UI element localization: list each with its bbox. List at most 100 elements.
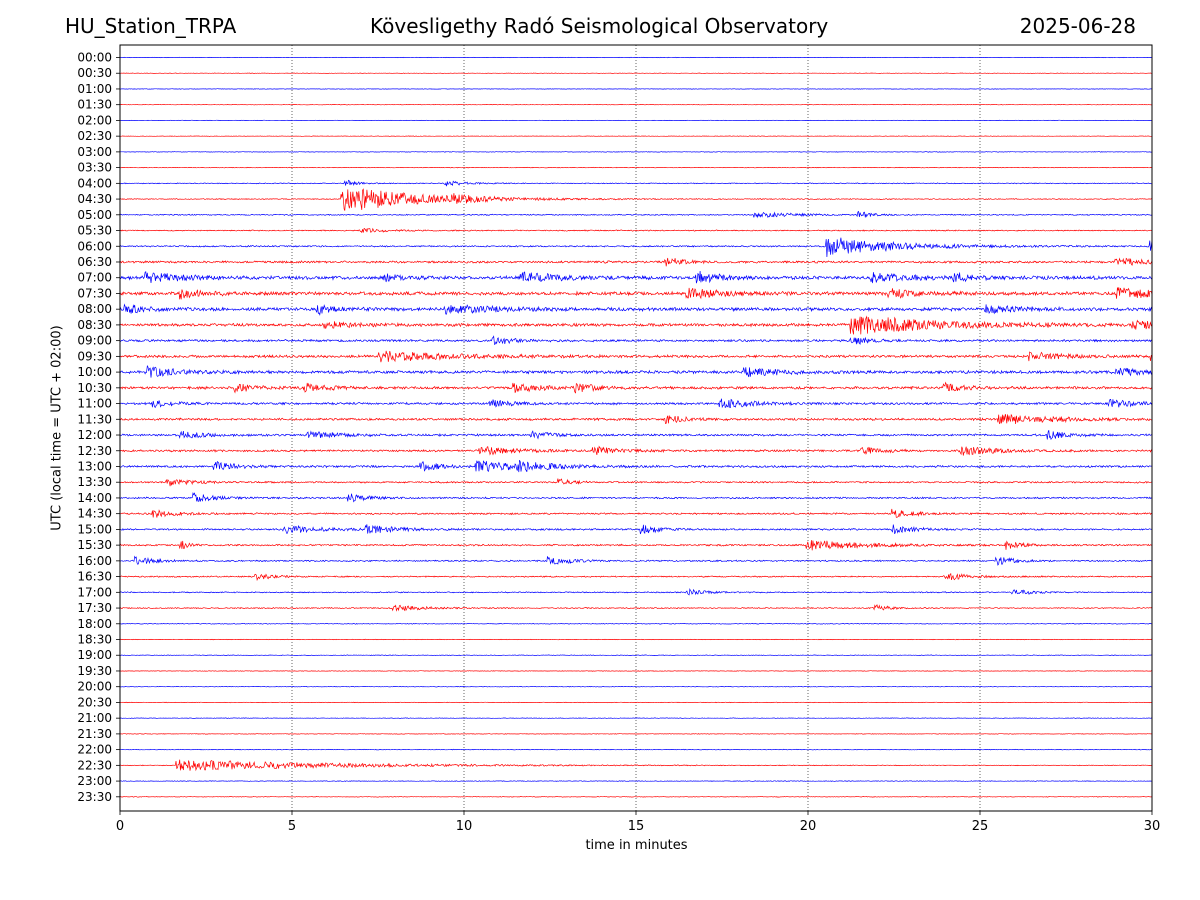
x-tick-label: 20 — [800, 819, 817, 834]
y-tick-label: 12:30 — [77, 444, 112, 458]
y-tick-label: 19:00 — [77, 648, 112, 662]
trace-1330 — [119, 478, 1152, 487]
observatory-title: Kövesligethy Radó Seismological Observat… — [370, 14, 829, 38]
x-tick-label: 0 — [116, 819, 124, 834]
y-tick-label: 06:00 — [77, 239, 112, 253]
trace-1000 — [119, 365, 1153, 378]
y-tick-label: 18:30 — [77, 633, 112, 647]
trace-1200 — [119, 430, 1153, 441]
trace-1530 — [119, 540, 1153, 551]
trace-0600 — [119, 237, 1153, 258]
y-tick-label: 23:30 — [77, 790, 112, 804]
y-tick-label: 22:00 — [77, 743, 112, 757]
trace-2330 — [120, 796, 1153, 798]
y-tick-label: 17:00 — [77, 585, 112, 599]
trace-1500 — [120, 524, 1153, 535]
x-tick-label: 30 — [1144, 819, 1161, 834]
y-tick-label: 09:00 — [77, 334, 112, 348]
y-tick-label: 00:00 — [77, 51, 112, 65]
trace-1300 — [119, 460, 1153, 473]
y-tick-label: 08:00 — [77, 302, 112, 316]
trace-0200 — [120, 119, 1153, 122]
trace-0430 — [119, 188, 1153, 211]
trace-0700 — [119, 270, 1153, 284]
y-tick-label: 10:00 — [77, 365, 112, 379]
trace-1400 — [119, 492, 1153, 503]
y-tick-label: 05:30 — [77, 224, 112, 238]
y-tick-label: 05:00 — [77, 208, 112, 222]
y-tick-label: 17:30 — [77, 601, 112, 615]
trace-1730 — [119, 604, 1153, 612]
trace-2200 — [120, 748, 1153, 751]
station-name: HU_Station_TRPA — [65, 14, 237, 38]
trace-1230 — [119, 445, 1153, 456]
y-tick-label: 00:30 — [77, 66, 112, 80]
y-tick-label: 23:00 — [77, 774, 112, 788]
y-tick-label: 18:00 — [77, 617, 112, 631]
y-tick-label: 13:00 — [77, 459, 112, 473]
y-tick-label: 03:00 — [77, 145, 112, 159]
y-tick-label: 21:30 — [77, 727, 112, 741]
y-tick-label: 20:30 — [77, 695, 112, 709]
trace-0030 — [119, 72, 1152, 74]
trace-1430 — [119, 508, 1153, 518]
trace-1800 — [119, 622, 1153, 625]
trace-1030 — [119, 381, 1153, 394]
x-tick-label: 10 — [456, 819, 473, 834]
trace-2130 — [119, 733, 1152, 735]
y-tick-label: 01:30 — [77, 98, 112, 112]
y-tick-label: 16:00 — [77, 554, 112, 568]
trace-0130 — [119, 104, 1152, 106]
trace-1830 — [119, 638, 1153, 641]
y-tick-label: 16:30 — [77, 570, 112, 584]
trace-2030 — [120, 701, 1153, 704]
trace-1100 — [119, 398, 1153, 409]
trace-1700 — [119, 587, 1153, 596]
trace-1630 — [119, 572, 1152, 582]
record-date: 2025-06-28 — [1019, 14, 1136, 38]
x-tick-label: 5 — [288, 819, 296, 834]
trace-0400 — [119, 179, 1153, 187]
y-tick-label: 07:00 — [77, 271, 112, 285]
y-tick-label: 11:30 — [77, 412, 112, 426]
trace-0630 — [119, 257, 1153, 267]
trace-1130 — [119, 413, 1153, 425]
y-tick-label: 09:30 — [77, 349, 112, 363]
y-tick-label: 06:30 — [77, 255, 112, 269]
y-tick-label: 02:30 — [77, 129, 112, 143]
y-tick-label: 13:30 — [77, 475, 112, 489]
trace-0530 — [119, 227, 1153, 234]
y-tick-label: 15:00 — [77, 522, 112, 536]
trace-0500 — [119, 210, 1153, 219]
trace-0900 — [119, 335, 1153, 345]
y-tick-label: 08:30 — [77, 318, 112, 332]
y-tick-label: 04:00 — [77, 176, 112, 190]
trace-1930 — [120, 670, 1153, 672]
x-tick-label: 25 — [972, 819, 989, 834]
trace-1900 — [119, 654, 1152, 657]
trace-0800 — [119, 303, 1153, 316]
y-tick-label: 04:30 — [77, 192, 112, 206]
trace-1600 — [120, 555, 1152, 566]
y-tick-label: 03:30 — [77, 161, 112, 175]
trace-0100 — [119, 88, 1153, 90]
y-tick-label: 22:30 — [77, 758, 112, 772]
x-tick-label: 15 — [628, 819, 645, 834]
trace-2230 — [119, 759, 1153, 772]
trace-2000 — [119, 685, 1153, 688]
y-tick-label: 21:00 — [77, 711, 112, 725]
trace-2300 — [119, 780, 1153, 782]
y-tick-label: 14:30 — [77, 507, 112, 521]
y-tick-label: 12:00 — [77, 428, 112, 442]
y-tick-label: 15:30 — [77, 538, 112, 552]
y-tick-label: 02:00 — [77, 113, 112, 127]
x-axis-label: time in minutes — [585, 838, 688, 853]
y-tick-label: 10:30 — [77, 381, 112, 395]
y-tick-label: 14:00 — [77, 491, 112, 505]
y-axis-label: UTC (local time = UTC + 02:00) — [49, 325, 65, 531]
y-tick-label: 20:00 — [77, 680, 112, 694]
y-tick-label: 01:00 — [77, 82, 112, 96]
trace-0230 — [119, 135, 1153, 137]
trace-0730 — [119, 287, 1153, 300]
